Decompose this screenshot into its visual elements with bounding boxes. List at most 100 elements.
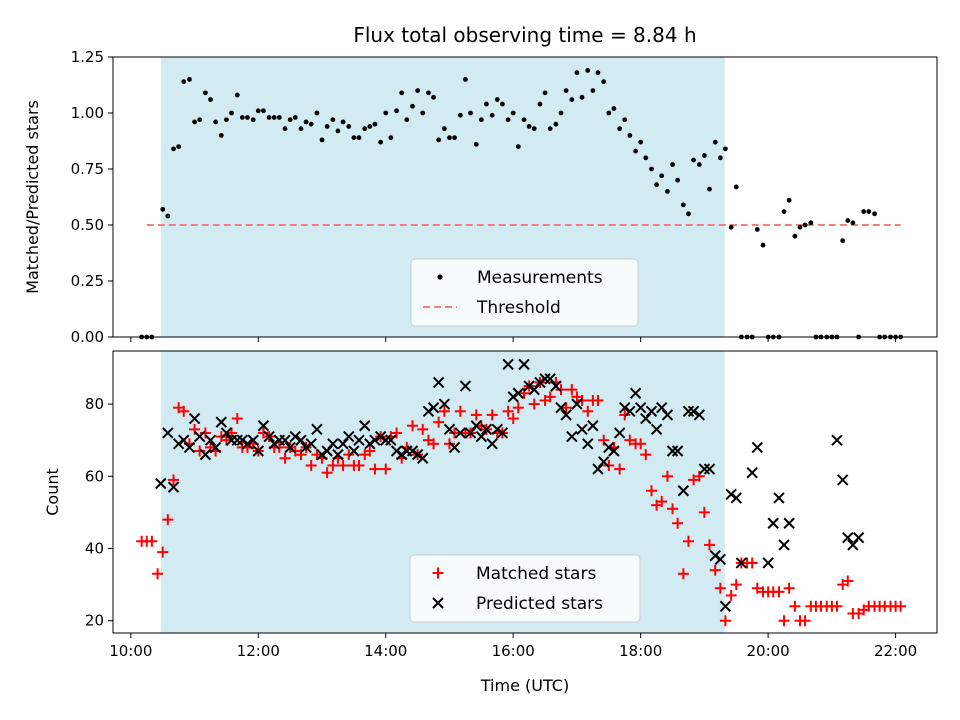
measurement-point [585,68,591,73]
matched-star-point [528,398,540,410]
predicted-stars-points [155,358,865,612]
measurement-point [754,227,760,232]
predicted-star-point [576,423,588,436]
measurement-point [266,115,272,120]
predicted-star-point [268,438,280,450]
ratio-y-tick-label: 0.75 [71,160,104,178]
matched-star-point [157,546,169,558]
predicted-star-point [209,441,222,454]
matched-star-point [502,405,514,417]
matched-star-point [321,467,333,479]
predicted-star-point [295,434,307,446]
predicted-star-point [359,420,371,432]
predicted-star-point [343,430,355,443]
predicted-star-point [353,434,365,446]
measurement-point [478,117,484,123]
matched-star-point [566,384,578,396]
predicted-star-point [847,539,859,551]
measurement-point [436,137,442,143]
predicted-star-point [321,445,333,457]
ratio-y-axis-label: Matched/Predicted stars [23,100,42,294]
matched-star-point [619,409,631,421]
measurement-point [463,77,468,82]
predicted-star-point [597,456,610,468]
measurement-point [362,126,368,132]
matched-star-point [337,459,349,471]
predicted-star-point [257,420,270,432]
predicted-star-point [348,445,360,457]
measurement-point [324,124,330,129]
matched-star-point [428,438,440,450]
measurement-point [723,146,728,152]
measurement-point [292,115,298,120]
predicted-star-point [464,427,477,439]
measurement-point [239,115,245,120]
matched-star-point [789,600,801,612]
measurement-point [845,218,851,223]
measurement-point [665,189,670,194]
matched-star-point [380,463,392,475]
matched-star-point [688,474,700,486]
predicted-star-point [512,387,525,399]
predicted-star-point [454,427,467,439]
matched-star-point [682,535,694,547]
measurement-point [654,182,659,188]
measurement-point [499,101,505,107]
measurement-point [399,90,405,96]
measurement-point [447,135,452,141]
measurement-point [457,112,463,118]
predicted-star-point [544,373,556,385]
measurement-point [627,133,633,138]
measurement-point [606,110,612,116]
matched-star-point [507,413,519,425]
matched-star-point [391,427,403,439]
ratio-y-tick-label: 1.25 [71,48,104,66]
ratio-legend-box [410,258,639,327]
count-y-tick-label: 40 [85,540,104,558]
predicted-star-point [566,430,578,443]
measurement-point [192,119,197,125]
ratio-y-tick-label: 0.25 [71,272,104,290]
predicted-star-point [592,463,604,475]
legend-matched-marker [432,567,444,579]
predicted-star-point [550,380,562,392]
measurement-point [670,162,675,167]
measurement-point [282,126,288,132]
measurement-point [165,213,171,219]
measurement-point [558,110,564,116]
figure-title: Flux total observing time = 8.84 h [353,23,696,47]
predicted-star-point [411,448,424,461]
time-x-tick-label: 10:00 [109,642,152,660]
measurement-point [542,90,548,96]
matched-star-point [751,582,763,594]
matched-star-point [799,615,811,627]
predicted-star-point [247,434,259,446]
predicted-star-point [327,438,339,450]
measurement-point [537,101,543,107]
predicted-star-point [725,488,737,501]
matched-star-point [343,449,355,461]
matched-star-point [560,402,572,414]
predicted-star-point [279,434,291,446]
count-y-axis-label: Count [43,468,62,516]
predicted-star-point [231,434,243,446]
measurement-point [260,108,266,114]
measurement-point [229,110,234,116]
measurement-point [494,97,500,102]
predicted-star-point [406,445,419,457]
predicted-star-point [332,448,344,461]
measurement-point [872,211,877,217]
measurement-point [388,135,394,141]
predicted-star-point [337,438,349,450]
measurement-point [287,117,293,123]
count-legend: Matched stars Predicted stars [409,554,641,623]
matched-star-point [714,582,726,594]
predicted-star-point [719,600,732,612]
measurement-point [218,133,224,138]
predicted-star-point [438,398,451,410]
matched-star-point [438,405,450,417]
measurement-point [521,117,527,123]
predicted-star-point [374,430,387,443]
matched-star-point [518,387,530,399]
